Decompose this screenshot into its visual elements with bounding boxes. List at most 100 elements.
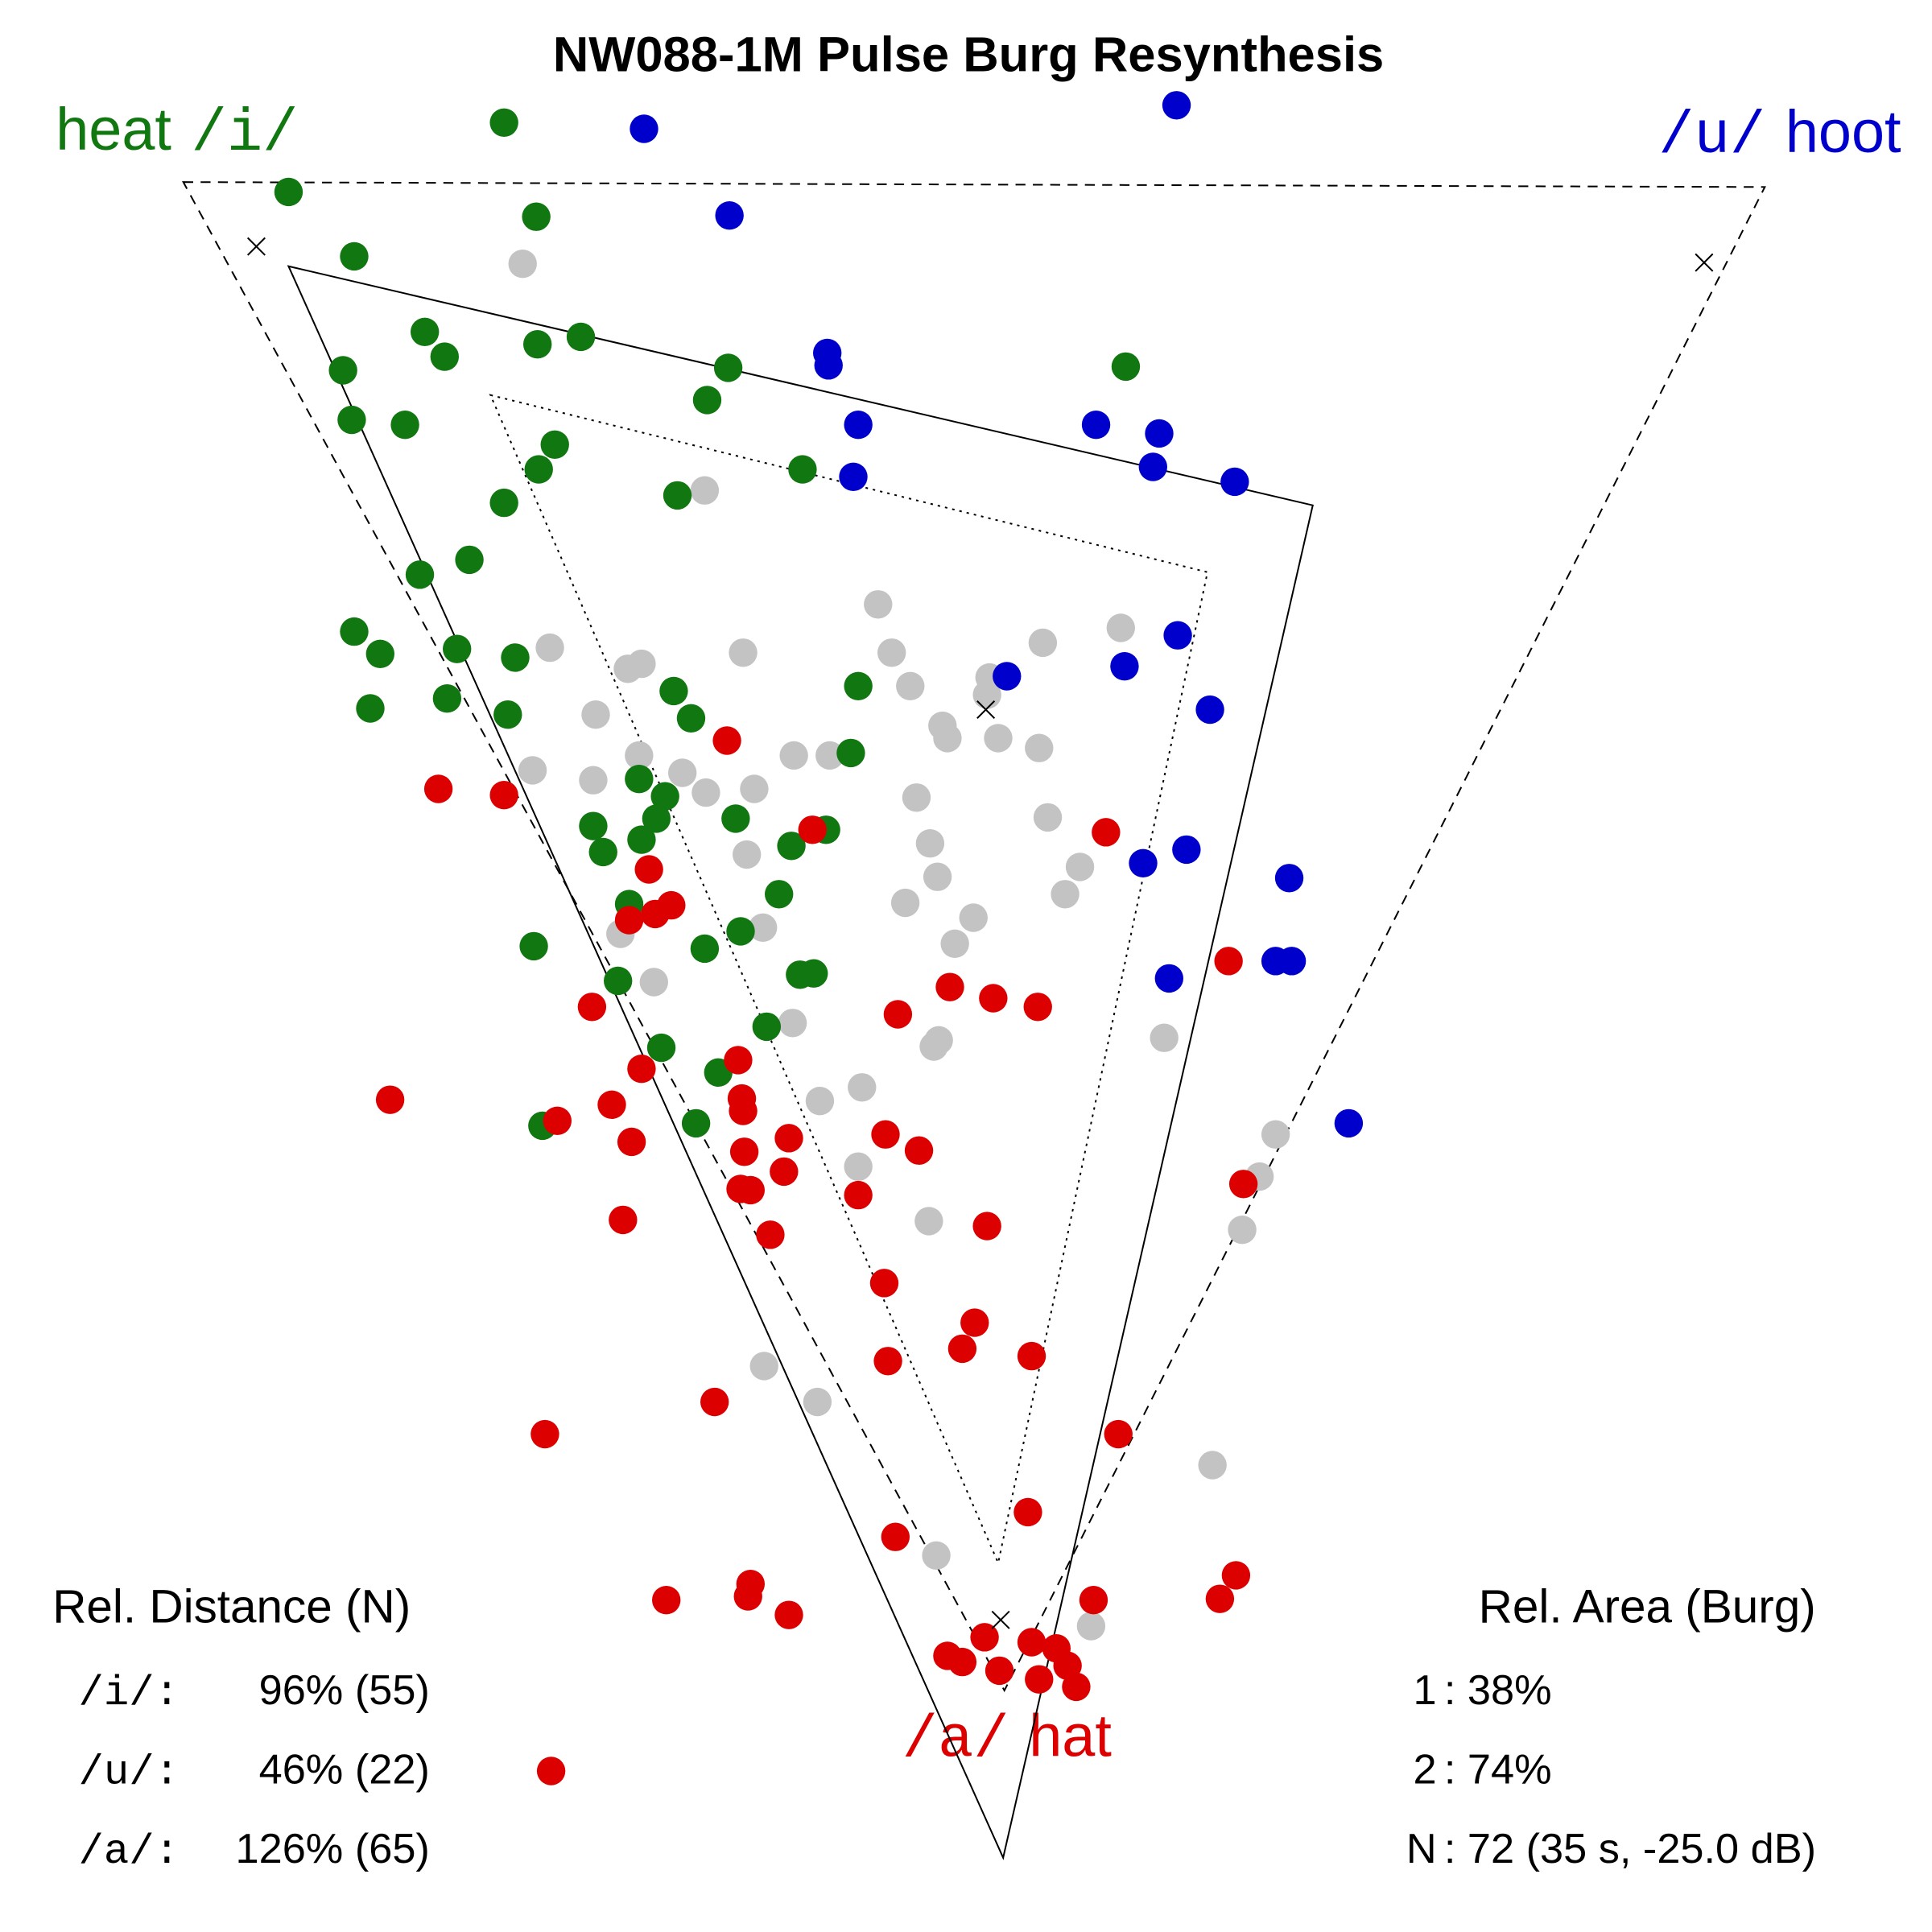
point [733, 840, 762, 869]
point [617, 1127, 646, 1157]
point [668, 758, 697, 787]
stats-value: 126% (65) [236, 1826, 430, 1872]
point [1017, 1628, 1046, 1657]
point [1062, 1672, 1091, 1702]
point [652, 1586, 681, 1615]
point [979, 984, 1008, 1013]
point [1025, 733, 1054, 762]
point [1154, 964, 1183, 993]
point [536, 1757, 566, 1785]
point [508, 250, 537, 279]
point [778, 1009, 807, 1038]
point [933, 724, 962, 753]
triangle [489, 394, 1209, 1566]
point [914, 1207, 943, 1236]
point [489, 781, 518, 810]
point [873, 1347, 902, 1376]
point [844, 411, 873, 440]
stats-label: /a/: [79, 1827, 180, 1876]
point [923, 862, 952, 891]
point [1195, 695, 1224, 724]
point [844, 671, 873, 700]
point [883, 1000, 913, 1029]
point [340, 242, 369, 271]
point [756, 1220, 785, 1249]
point [740, 774, 769, 803]
point [604, 966, 633, 996]
point [729, 1096, 758, 1125]
point [729, 1137, 759, 1166]
vowel-word: heat [56, 96, 171, 163]
point [535, 633, 564, 663]
point [493, 700, 522, 729]
point [501, 643, 530, 672]
center-marker [976, 700, 996, 720]
point [896, 671, 925, 700]
point [650, 782, 679, 811]
point [777, 832, 806, 861]
point [765, 880, 794, 909]
point [1261, 1120, 1290, 1149]
point [915, 829, 945, 858]
point [1172, 835, 1201, 865]
point [993, 662, 1022, 691]
point [1228, 1216, 1257, 1245]
point [798, 815, 827, 844]
triangle [182, 181, 1766, 1693]
point [659, 676, 688, 706]
point [411, 317, 440, 346]
point [365, 639, 394, 668]
vowel-symbol: /i/ [192, 101, 299, 168]
point [749, 913, 778, 942]
point [721, 804, 750, 833]
point [1051, 880, 1080, 909]
point [1110, 652, 1139, 681]
point [676, 704, 706, 733]
point [1033, 803, 1063, 832]
point [877, 638, 906, 667]
stats-label: 2 [1414, 1746, 1437, 1793]
stats-label: N [1406, 1826, 1437, 1872]
point [864, 590, 893, 619]
stats-label: 1 [1414, 1667, 1437, 1714]
point [815, 741, 844, 770]
point [691, 778, 720, 807]
point [627, 825, 656, 854]
point [523, 330, 552, 359]
point [940, 929, 969, 958]
point [614, 906, 644, 935]
point [639, 968, 668, 997]
point [803, 1387, 832, 1417]
point [1065, 852, 1095, 881]
point [630, 114, 658, 143]
point [799, 959, 828, 988]
point [844, 1152, 873, 1181]
point [375, 1085, 405, 1114]
point [788, 455, 817, 484]
center-marker [246, 237, 266, 256]
point [770, 1157, 799, 1187]
point [681, 1108, 711, 1138]
point [690, 934, 720, 964]
point [713, 353, 743, 382]
point [625, 741, 654, 770]
point [749, 1352, 778, 1381]
point [1106, 613, 1135, 642]
point [518, 756, 547, 785]
point [577, 993, 607, 1022]
point [566, 322, 596, 352]
point [524, 455, 553, 484]
point [972, 1212, 1001, 1241]
point [774, 1600, 803, 1629]
vowel-label: /u/hoot [1658, 98, 1901, 171]
vowel-word: hoot [1785, 98, 1901, 165]
point [1129, 848, 1158, 877]
point [844, 1180, 873, 1210]
point [726, 917, 755, 946]
point [692, 386, 722, 415]
point [774, 1124, 803, 1153]
stats-label: /i/: [79, 1669, 180, 1717]
point [390, 411, 419, 440]
point [839, 462, 868, 491]
